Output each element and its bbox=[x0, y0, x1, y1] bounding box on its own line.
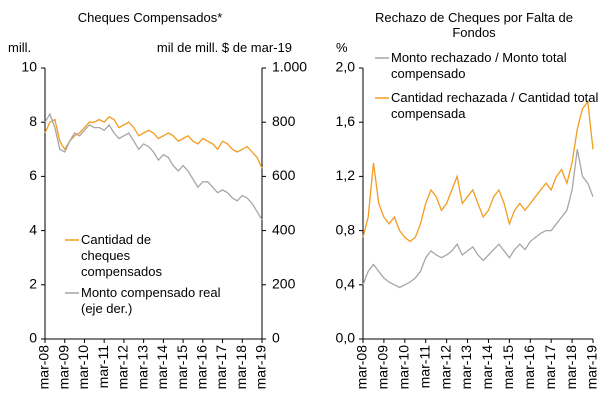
series-line bbox=[362, 149, 594, 289]
y2-tick-label: 600 bbox=[272, 167, 296, 183]
y2-tick-label: 800 bbox=[272, 113, 296, 129]
y-tick-label: 0,0 bbox=[336, 330, 356, 346]
y2-tick-label: 1.000 bbox=[272, 59, 307, 75]
x-tick-label: mar-17 bbox=[542, 345, 558, 390]
y-axis-label: mill. bbox=[8, 40, 32, 55]
y2-axis-label: mil de mill. $ de mar-19 bbox=[156, 40, 292, 55]
y-tick-label: 10 bbox=[21, 59, 37, 75]
x-tick-label: mar-18 bbox=[233, 345, 249, 390]
legend-label: Monto rechazado / Monto total compensado bbox=[391, 50, 567, 81]
y-tick-label: 6 bbox=[29, 167, 37, 183]
chart-title: Cheques Compensados* bbox=[77, 10, 223, 25]
x-tick-label: mar-10 bbox=[396, 345, 412, 390]
x-tick-label: mar-18 bbox=[563, 345, 579, 390]
x-tick-label: mar-12 bbox=[115, 345, 131, 390]
x-tick-label: mar-16 bbox=[194, 345, 210, 390]
x-tick-label: mar-19 bbox=[584, 345, 600, 390]
y2-tick-label: 0 bbox=[272, 330, 280, 346]
series-line bbox=[44, 115, 263, 169]
x-tick-label: mar-08 bbox=[354, 345, 370, 390]
y-tick-label: 0 bbox=[29, 330, 37, 346]
y-tick-label: 2,0 bbox=[336, 59, 356, 75]
y-tick-label: 2 bbox=[29, 276, 37, 292]
legend-label: Monto compensado real (eje der.) bbox=[81, 285, 221, 316]
x-tick-label: mar-13 bbox=[134, 345, 150, 390]
series-line bbox=[44, 112, 263, 221]
x-tick-label: mar-15 bbox=[174, 345, 190, 390]
x-tick-label: mar-13 bbox=[458, 345, 474, 390]
x-tick-label: mar-10 bbox=[75, 345, 91, 390]
x-tick-label: mar-17 bbox=[213, 345, 229, 390]
x-tick-label: mar-11 bbox=[416, 345, 432, 389]
y-tick-label: 4 bbox=[29, 221, 37, 237]
x-tick-label: mar-11 bbox=[95, 345, 111, 389]
x-tick-label: mar-16 bbox=[521, 345, 537, 390]
x-tick-label: mar-09 bbox=[55, 345, 71, 390]
x-tick-label: mar-12 bbox=[437, 345, 453, 390]
y2-tick-label: 400 bbox=[272, 221, 296, 237]
y-tick-label: 1,2 bbox=[336, 167, 356, 183]
y-tick-label: 0,4 bbox=[336, 276, 356, 292]
x-tick-label: mar-09 bbox=[375, 345, 391, 390]
x-tick-label: mar-15 bbox=[500, 345, 516, 390]
y2-tick-label: 200 bbox=[272, 276, 296, 292]
chart-title: Rechazo de Cheques por Falta de Fondos bbox=[374, 10, 573, 40]
legend-label: Cantidad rechazada / Cantidad total comp… bbox=[391, 90, 599, 121]
y-tick-label: 0,8 bbox=[336, 221, 356, 237]
x-tick-label: mar-19 bbox=[253, 345, 269, 390]
x-tick-label: mar-14 bbox=[154, 345, 170, 390]
x-tick-label: mar-08 bbox=[36, 345, 52, 390]
legend-label: Cantidad de cheques compensados bbox=[81, 232, 162, 279]
x-tick-label: mar-14 bbox=[479, 345, 495, 390]
y-axis-label: % bbox=[336, 40, 348, 55]
series-line bbox=[362, 100, 594, 243]
y-tick-label: 8 bbox=[29, 113, 37, 129]
y-tick-label: 1,6 bbox=[336, 113, 356, 129]
